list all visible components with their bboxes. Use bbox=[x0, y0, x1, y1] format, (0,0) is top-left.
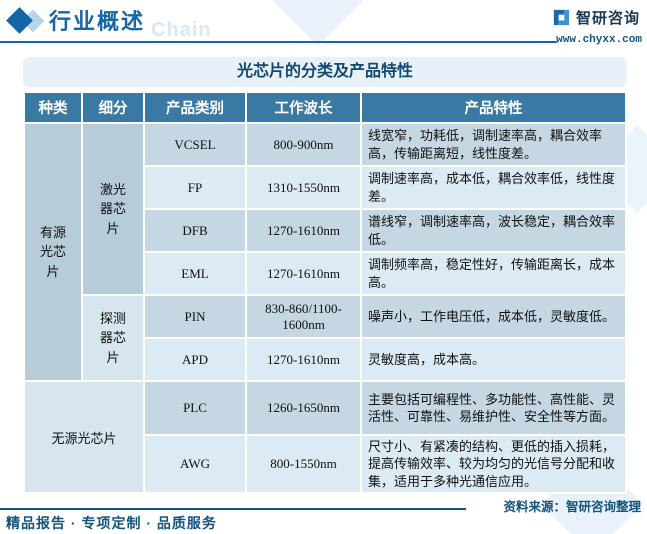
cell-wavelength: 800-900nm bbox=[247, 124, 360, 165]
col-header-type: 种类 bbox=[25, 93, 81, 122]
table-row: 有源光芯片 激光器芯片 VCSEL 800-900nm 线宽窄，功耗低，调制速率… bbox=[25, 124, 625, 380]
table-header-row: 种类 细分 产品类别 工作波长 产品特性 bbox=[25, 93, 625, 122]
brand-logo: 智研咨询 bbox=[552, 7, 640, 28]
cell-group-active: 有源光芯片 bbox=[25, 124, 81, 380]
cell-category: DFB bbox=[145, 210, 245, 251]
footer-services-tagline: 精品报告 · 专项定制 · 品质服务 bbox=[6, 515, 217, 531]
table-row: AWG 800-1550nm 尺寸小、有紧凑的结构、更低的插入损耗，提高传输效率… bbox=[25, 436, 625, 492]
cell-wavelength: 830-860/1100-1600nm bbox=[247, 296, 360, 337]
data-source-note: 资料来源：智研咨询整理 bbox=[503, 500, 641, 514]
section-title: 行业概述 bbox=[49, 9, 146, 34]
cell-features: 灵敏度高，成本高。 bbox=[362, 339, 625, 380]
brand-name: 智研咨询 bbox=[575, 10, 640, 27]
cell-wavelength: 1270-1610nm bbox=[247, 210, 360, 251]
cell-category: PIN bbox=[145, 296, 245, 337]
cell-wavelength: 1310-1550nm bbox=[247, 167, 360, 208]
cell-category: APD bbox=[145, 339, 245, 380]
cell-features: 调制频率高，稳定性好，传输距离长，成本高。 bbox=[362, 253, 625, 294]
cell-wavelength: 1270-1610nm bbox=[247, 253, 360, 294]
cell-category: VCSEL bbox=[145, 124, 245, 165]
cell-features: 调制速率高，成本低，耦合效率低，线性度差。 bbox=[362, 167, 625, 208]
col-header-features: 产品特性 bbox=[362, 93, 625, 122]
cell-features: 主要包括可编程性、多功能性、高性能、灵活性、可靠性、易维护性、安全性等方面。 bbox=[362, 382, 625, 434]
cell-category: FP bbox=[145, 167, 245, 208]
website-url: www.chyxx.com bbox=[556, 34, 642, 46]
footer-divider bbox=[0, 508, 466, 510]
classification-table: 种类 细分 产品类别 工作波长 产品特性 有源光芯片 激光器芯片 VCSEL 8… bbox=[23, 91, 627, 494]
col-header-subdivision: 细分 bbox=[83, 93, 143, 122]
table-row: 无源光芯片 PLC 1260-1650nm 主要包括可编程性、多功能性、高性能、… bbox=[25, 382, 625, 492]
cell-subgroup-laser: 激光器芯片 bbox=[83, 124, 143, 294]
cell-group-passive: 无源光芯片 bbox=[25, 382, 143, 492]
classification-table-section: 光芯片的分类及产品特性 种类 细分 产品类别 工作波长 产品特性 有源光芯片 激… bbox=[23, 57, 627, 494]
cell-features: 谱线窄，调制速率高，波长稳定，耦合效率低。 bbox=[362, 210, 625, 251]
cell-wavelength: 800-1550nm bbox=[247, 436, 360, 492]
cell-category: PLC bbox=[145, 382, 245, 434]
table-row: 探测器芯片 PIN 830-860/1100-1600nm 噪声小，工作电压低，… bbox=[25, 296, 625, 380]
cell-wavelength: 1260-1650nm bbox=[247, 382, 360, 434]
cell-features: 线宽窄，功耗低，调制速率高，耦合效率高，传输距离短，线性度差。 bbox=[362, 124, 625, 165]
cell-category: EML bbox=[145, 253, 245, 294]
cell-subgroup-detector: 探测器芯片 bbox=[83, 296, 143, 380]
watermark-text: Chain bbox=[151, 19, 212, 41]
table-title: 光芯片的分类及产品特性 bbox=[23, 57, 627, 87]
table-row: DFB 1270-1610nm 谱线窄，调制速率高，波长稳定，耦合效率低。 bbox=[25, 210, 625, 251]
diamond-front-shape bbox=[6, 7, 33, 34]
page-header: Chain 行业概述 智研咨询 www.chyxx.com bbox=[0, 0, 647, 57]
table-row: EML 1270-1610nm 调制频率高，稳定性好，传输距离长，成本高。 bbox=[25, 253, 625, 294]
diamond-icon bbox=[6, 7, 49, 36]
cell-features: 尺寸小、有紧凑的结构、更低的插入损耗，提高传输效率、较为均匀的光信号分配和收集，… bbox=[362, 436, 625, 492]
col-header-wavelength: 工作波长 bbox=[247, 93, 360, 122]
brand-logo-icon bbox=[553, 9, 570, 26]
col-header-category: 产品类别 bbox=[145, 93, 245, 122]
table-row: APD 1270-1610nm 灵敏度高，成本高。 bbox=[25, 339, 625, 380]
header-divider bbox=[0, 41, 557, 43]
cell-features: 噪声小，工作电压低，成本低，灵敏度低。 bbox=[362, 296, 625, 337]
cell-category: AWG bbox=[145, 436, 245, 492]
table-row: FP 1310-1550nm 调制速率高，成本低，耦合效率低，线性度差。 bbox=[25, 167, 625, 208]
cell-wavelength: 1270-1610nm bbox=[247, 339, 360, 380]
